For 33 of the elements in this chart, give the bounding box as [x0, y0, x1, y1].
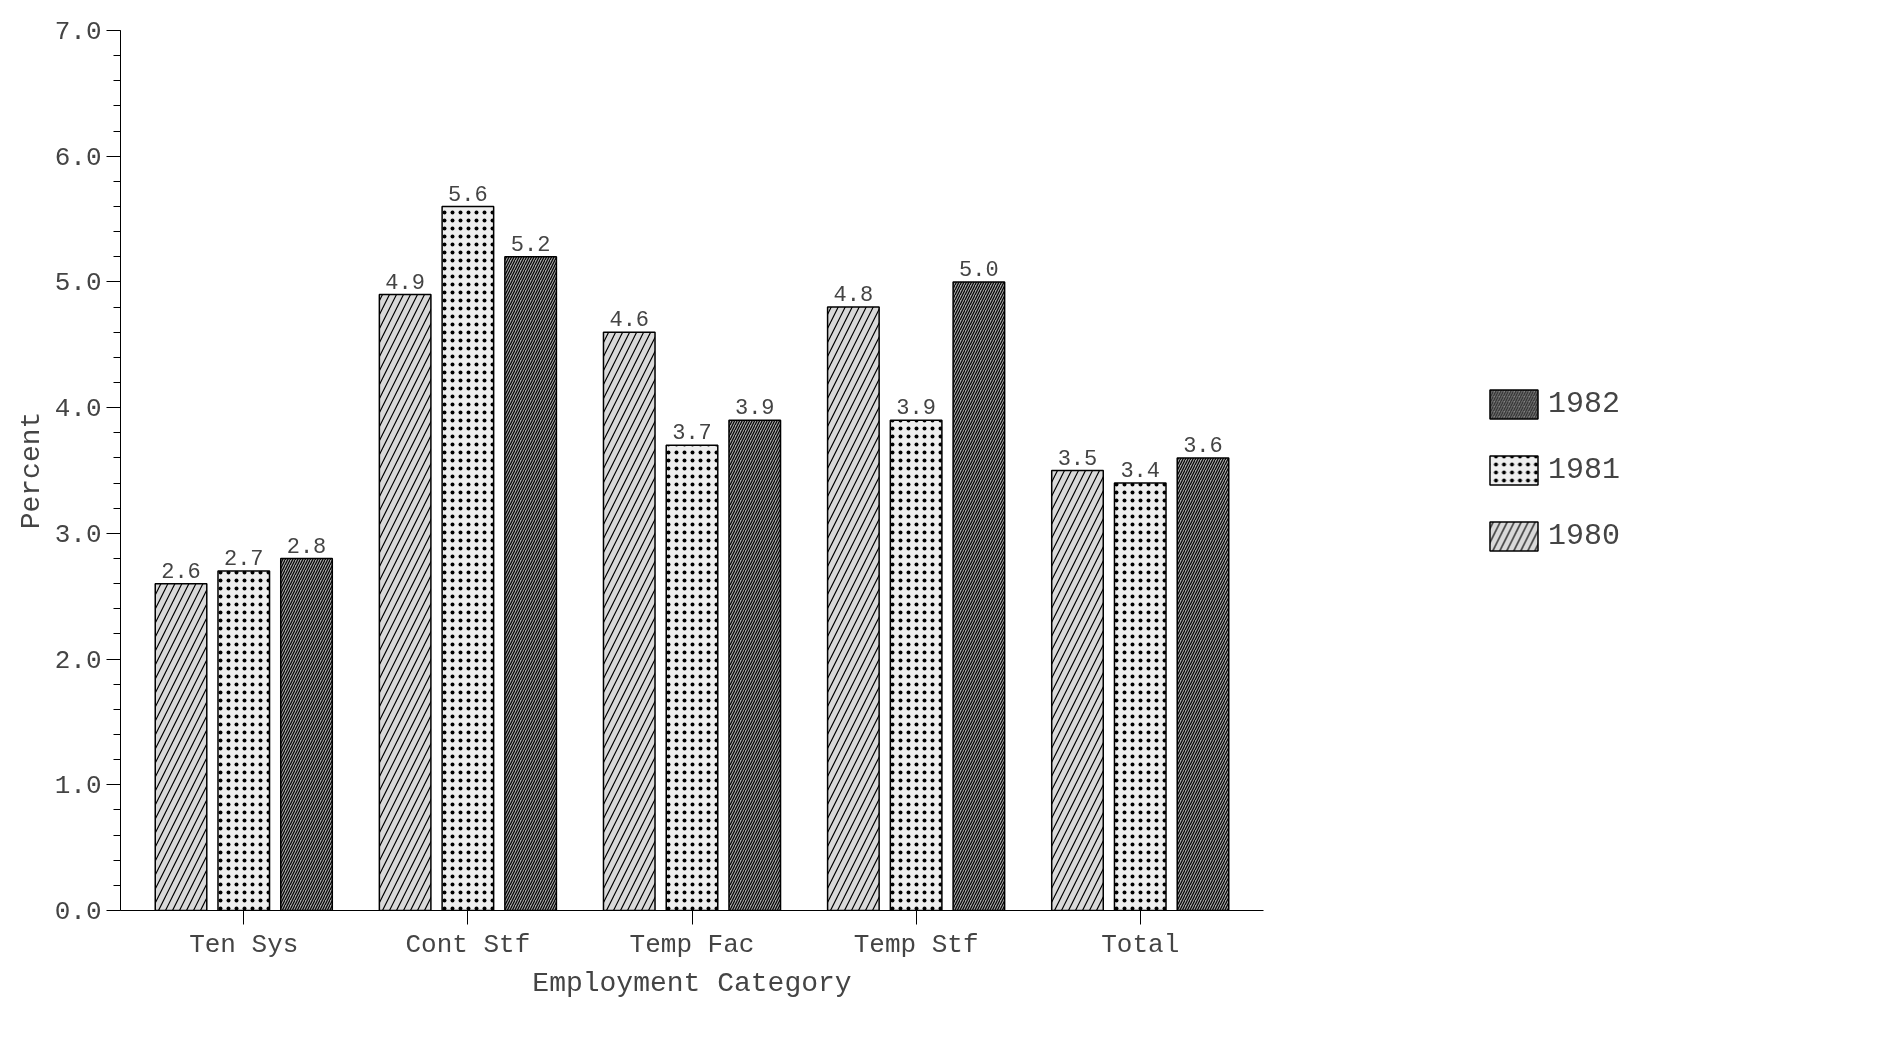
- legend-label: 1982: [1547, 387, 1621, 421]
- x-tick-label: Total: [1101, 929, 1180, 960]
- y-tick-label: 3.0: [54, 519, 102, 550]
- x-tick-label: Ten Sys: [189, 929, 299, 960]
- data-label: 5.6: [448, 182, 488, 208]
- data-label: 3.4: [1120, 459, 1161, 485]
- x-axis-title: Employment Category: [532, 967, 852, 999]
- data-label: 3.7: [672, 421, 712, 447]
- data-label: 3.9: [896, 396, 936, 422]
- y-tick-label: 0.0: [54, 897, 102, 927]
- y-axis-title: Percent: [15, 411, 47, 530]
- data-label: 5.2: [510, 232, 551, 258]
- x-tick-label: Temp Stf: [853, 929, 979, 960]
- data-label: 3.5: [1057, 446, 1098, 472]
- legend-label: 1981: [1547, 453, 1621, 487]
- data-label: 3.9: [734, 396, 775, 422]
- data-label: 2.8: [286, 534, 327, 560]
- data-label: 2.7: [223, 547, 264, 573]
- x-tick-label: Cont Stf: [405, 929, 531, 960]
- y-tick-label: 5.0: [54, 268, 102, 299]
- y-tick-label: 4.0: [54, 394, 102, 425]
- y-tick-label: 6.0: [54, 142, 102, 173]
- data-label: 4.6: [609, 308, 650, 334]
- legend-label: 1980: [1547, 519, 1621, 553]
- data-label: 2.6: [161, 559, 201, 585]
- y-tick-label: 1.0: [54, 771, 102, 802]
- y-tick-label: 7.0: [54, 17, 102, 47]
- data-label: 5.0: [959, 257, 999, 283]
- data-label: 4.9: [385, 270, 425, 296]
- data-label: 4.8: [833, 283, 874, 309]
- data-label: 3.6: [1183, 433, 1223, 459]
- x-tick-label: Temp Fac: [629, 929, 755, 960]
- y-tick-label: 2.0: [54, 645, 102, 676]
